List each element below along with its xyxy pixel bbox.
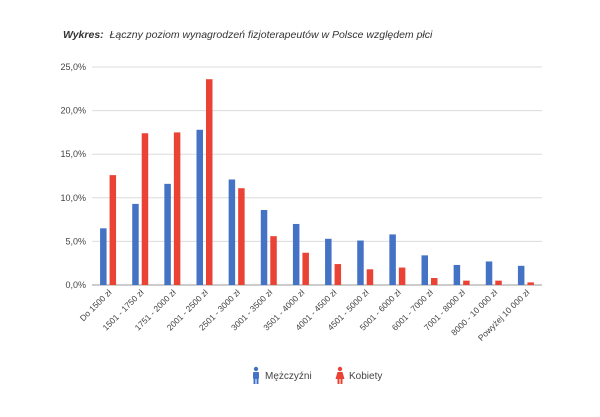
- legend: Mężczyźni Kobiety: [253, 366, 382, 384]
- bars: [100, 79, 534, 285]
- bar-men: [517, 265, 525, 285]
- bar-women: [398, 267, 406, 285]
- bar-men: [164, 183, 171, 285]
- bar-men: [196, 129, 203, 285]
- bar-men: [453, 264, 461, 285]
- bar-women: [302, 252, 309, 285]
- y-axis-ticks: 0,0% 5,0% 10,0% 15,0% 20,0% 25,0%: [60, 62, 86, 290]
- bar-men: [132, 203, 139, 285]
- y-tick-label: 15,0%: [60, 149, 86, 159]
- bar-women: [495, 280, 502, 285]
- bar-men: [292, 223, 300, 285]
- female-person-icon: [335, 366, 345, 384]
- bar-men: [100, 228, 107, 285]
- bar-women: [206, 79, 213, 285]
- chart-title-text: Łączny poziom wynagrodzeń fizjoterapeutó…: [110, 29, 433, 41]
- bar-men: [485, 261, 493, 285]
- bar-men: [357, 240, 364, 285]
- bar-women: [238, 188, 245, 285]
- y-tick-label: 0,0%: [65, 280, 86, 290]
- bar-women: [270, 236, 277, 285]
- chart-title: Wykres: Łączny poziom wynagrodzeń fizjot…: [63, 29, 433, 41]
- gridlines: [92, 66, 542, 286]
- male-person-icon: [253, 366, 259, 384]
- bar-men: [325, 238, 332, 285]
- bar-women: [431, 278, 438, 285]
- chart-title-prefix: Wykres:: [63, 29, 104, 41]
- bar-women: [366, 269, 374, 285]
- bar-women: [173, 132, 181, 285]
- legend-label-women: Kobiety: [349, 371, 382, 382]
- bar-men: [421, 255, 428, 285]
- y-tick-label: 5,0%: [65, 236, 86, 246]
- y-tick-label: 25,0%: [60, 62, 86, 72]
- y-tick-label: 10,0%: [60, 193, 86, 203]
- bar-women: [109, 175, 117, 285]
- bar-women: [141, 133, 149, 285]
- bar-men: [260, 210, 268, 285]
- bar-men: [389, 234, 396, 285]
- bar-women: [527, 282, 534, 285]
- bar-men: [228, 179, 236, 285]
- bar-women: [463, 280, 470, 285]
- y-tick-label: 20,0%: [60, 106, 86, 116]
- bar-women: [334, 264, 342, 285]
- legend-label-men: Mężczyźni: [265, 371, 312, 382]
